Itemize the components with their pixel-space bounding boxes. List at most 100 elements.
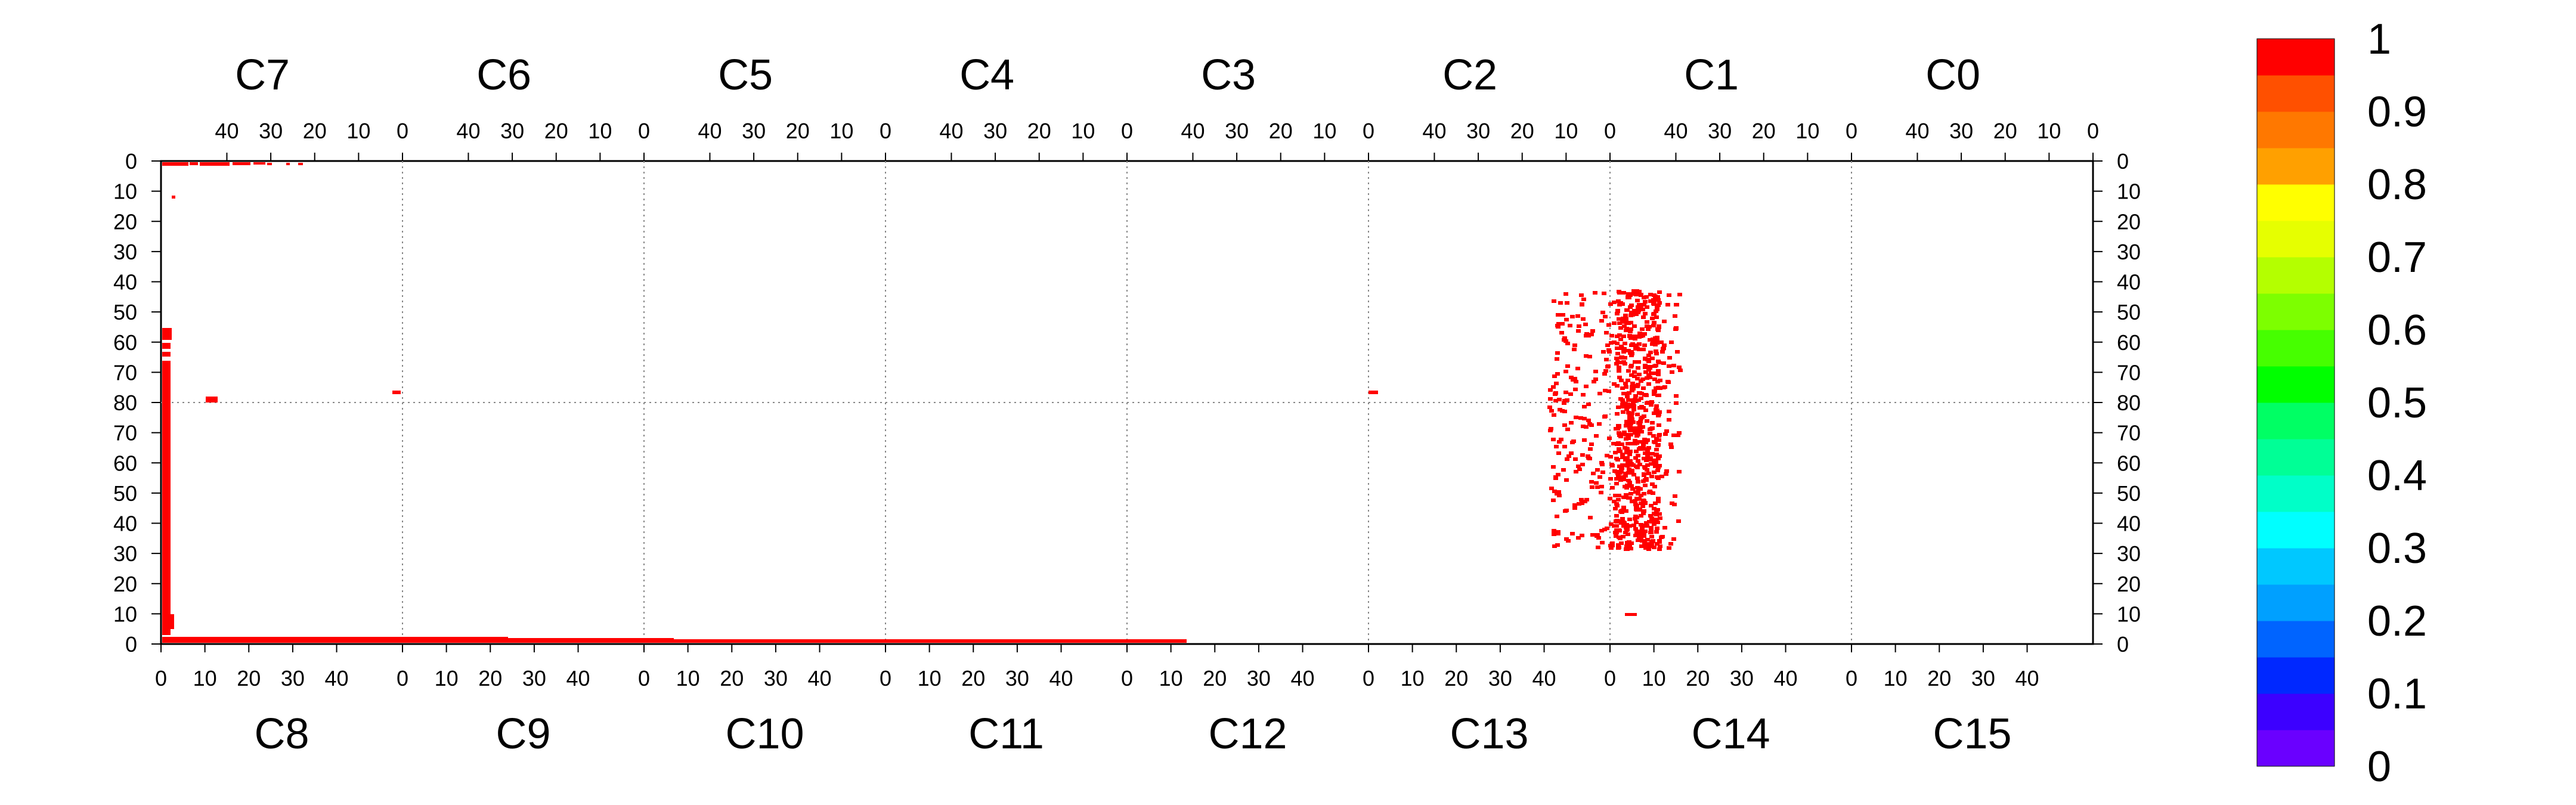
heatmap-cell <box>1663 432 1668 436</box>
heatmap-cell <box>1581 317 1586 321</box>
heatmap-cell <box>1652 440 1657 444</box>
right-y-tick-label: 50 <box>2117 300 2141 324</box>
heatmap-cell <box>1583 323 1588 326</box>
top-tick-label: 40 <box>456 119 480 143</box>
heatmap-cell <box>1610 541 1615 545</box>
heatmap-cell <box>1632 370 1637 374</box>
heatmap-cell <box>1652 470 1657 474</box>
heatmap-cell <box>1624 385 1628 389</box>
heatmap-cell <box>1581 393 1586 397</box>
heatmap-cell <box>1674 401 1679 405</box>
heatmap-cell <box>1636 440 1641 444</box>
plot-area <box>151 153 2103 652</box>
heatmap-cell <box>1622 324 1627 328</box>
heatmap-cell <box>1665 380 1670 383</box>
heatmap-cell <box>1631 408 1636 411</box>
top-tick-label: 30 <box>1466 119 1490 143</box>
heatmap-cell <box>1634 504 1639 508</box>
colorbar-tick-label: 0.2 <box>2367 597 2427 645</box>
heatmap-cell <box>1624 329 1628 332</box>
heatmap-cell <box>1643 484 1648 487</box>
heatmap-cell <box>1638 530 1643 533</box>
heatmap-cell <box>1655 295 1660 299</box>
colorbar-tick-label: 0.1 <box>2367 670 2427 718</box>
heatmap-cell <box>1623 531 1628 534</box>
heatmap-cell <box>1626 442 1630 445</box>
heatmap-cell <box>1618 478 1623 482</box>
heatmap-cell <box>1617 535 1621 539</box>
heatmap-cell <box>1654 530 1659 534</box>
heatmap-cell <box>1573 388 1578 391</box>
heatmap-cell <box>1677 293 1682 296</box>
heatmap-cell <box>1625 395 1630 398</box>
heatmap-cell <box>1582 438 1587 442</box>
heatmap-cell <box>674 639 1187 643</box>
heatmap-cell <box>1642 531 1646 534</box>
heatmap-cell <box>1564 478 1569 482</box>
left-y-tick-label: 0 <box>125 632 137 657</box>
heatmap-cell <box>1620 456 1625 459</box>
heatmap-cell <box>1653 465 1658 468</box>
heatmap-cell <box>1657 301 1662 305</box>
heatmap-cell <box>1615 384 1620 388</box>
left-y-tick-label: 60 <box>113 330 137 355</box>
heatmap-cell <box>1646 368 1651 371</box>
heatmap-cell <box>1641 315 1646 319</box>
heatmap-cell <box>1628 314 1633 317</box>
heatmap-cell <box>1593 377 1598 381</box>
heatmap-cell <box>1643 300 1648 304</box>
top-tick-label: 30 <box>259 119 283 143</box>
heatmap-cell <box>1642 343 1647 347</box>
bottom-tick-label: 30 <box>764 666 788 691</box>
bottom-tick-label: 10 <box>1884 666 1908 691</box>
heatmap-cell <box>1667 293 1671 297</box>
heatmap-cell <box>1626 436 1630 440</box>
colorbar-segment <box>2257 148 2334 185</box>
heatmap-cell <box>1621 347 1626 351</box>
top-tick-label: 10 <box>1071 119 1095 143</box>
heatmap-cell <box>1644 521 1649 525</box>
heatmap-cell <box>1640 504 1645 508</box>
heatmap-cell <box>1555 357 1559 361</box>
heatmap-cell <box>1621 350 1626 354</box>
colorbar-tick-label: 0.4 <box>2367 452 2427 500</box>
heatmap-cell <box>1617 431 1621 435</box>
heatmap-cell <box>1584 425 1589 429</box>
heatmap-cell <box>1565 457 1569 461</box>
heatmap-cell <box>1637 391 1642 395</box>
bottom-tick-label: 30 <box>1247 666 1271 691</box>
heatmap-cell <box>1641 443 1646 447</box>
heatmap-cell <box>1658 379 1662 382</box>
heatmap-cell <box>1627 467 1631 471</box>
heatmap-cell <box>1655 475 1659 479</box>
colorbar: 0 0.1 0.2 0.3 0.4 0.5 0.6 0.7 0.8 0.9 1 <box>2256 16 2427 791</box>
heatmap-cell <box>1636 366 1640 370</box>
heatmap-cell <box>1563 292 1568 296</box>
heatmap-cell <box>1558 301 1563 305</box>
heatmap-cell <box>1548 388 1553 392</box>
heatmap-cell <box>1676 519 1681 523</box>
heatmap-cell <box>1623 472 1628 475</box>
heatmap-cell <box>1671 537 1676 541</box>
heatmap-cell <box>1661 346 1666 350</box>
left-y-tick-label: 70 <box>113 421 137 445</box>
bottom-tick-label: 20 <box>1927 666 1951 691</box>
bottom-tick-label: 40 <box>1774 666 1798 691</box>
heatmap-cell <box>1621 478 1626 481</box>
heatmap-cell <box>1602 372 1607 376</box>
heatmap-cell <box>1570 315 1575 318</box>
heatmap-cell <box>1600 311 1605 314</box>
heatmap-cell <box>1646 373 1651 377</box>
colorbar-tick-label: 0.6 <box>2367 306 2427 354</box>
heatmap-cell <box>1630 469 1634 472</box>
heatmap-cell <box>1555 372 1560 376</box>
top-chip-label: C1 <box>1684 51 1739 99</box>
heatmap-cell <box>1584 354 1589 358</box>
heatmap-cell <box>1572 348 1577 351</box>
top-tick-label: 10 <box>1795 119 1819 143</box>
left-y-tick-label: 60 <box>113 451 137 475</box>
heatmap-cell <box>1631 524 1636 527</box>
colorbar-segment <box>2257 257 2334 294</box>
heatmap-cell <box>1580 302 1584 306</box>
heatmap-cell <box>1626 369 1631 373</box>
